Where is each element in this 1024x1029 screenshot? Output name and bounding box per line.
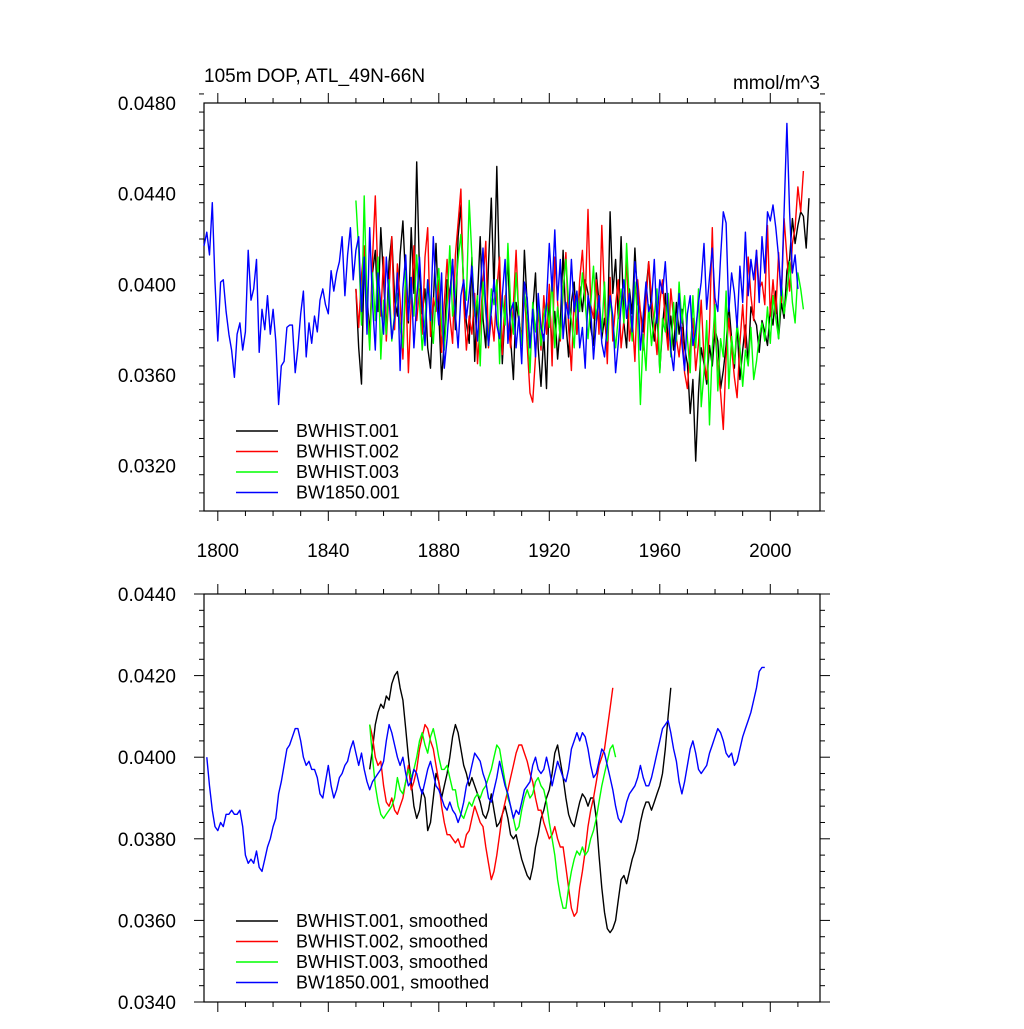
series-line-bw1850-001-smoothed (206, 666, 765, 873)
y-tick-label: 0.0360 (118, 911, 176, 932)
x-tick-label: 1840 (307, 541, 349, 562)
legend-label: BWHIST.001, smoothed (296, 911, 488, 931)
legend-label: BWHIST.003, smoothed (296, 952, 488, 972)
y-tick-label: 0.0440 (118, 185, 176, 206)
x-tick-label: 1800 (197, 541, 239, 562)
top-panel: 105m DOP, ATL_49N-66N mmol/m^3 1800 1840 1… (118, 66, 825, 562)
legend-label: BWHIST.001 (296, 421, 399, 441)
top-series-lines (203, 122, 810, 462)
series-line-bwhist-001-smoothed (369, 670, 672, 934)
y-tick-label: 0.0320 (118, 457, 176, 478)
x-tick-label: 2000 (749, 541, 791, 562)
top-chart-title: 105m DOP, ATL_49N-66N (204, 66, 425, 87)
plot-frame (203, 593, 821, 1003)
y-tick-label: 0.0360 (118, 366, 176, 387)
y-tick-label: 0.0380 (118, 830, 176, 851)
series-line-bwhist-003-smoothed (369, 724, 617, 909)
series-line-bw1850-001 (203, 122, 799, 406)
legend-label: BWHIST.002 (296, 442, 399, 462)
y-tick-label: 0.0420 (118, 667, 176, 688)
legend-label: BW1850.001 (296, 483, 400, 503)
legend-label: BWHIST.002, smoothed (296, 932, 488, 952)
y-tick-label: 0.0480 (118, 94, 176, 115)
series-line-bwhist-002 (355, 170, 805, 431)
x-tick-label: 1960 (639, 541, 681, 562)
x-tick-label: 1920 (528, 541, 570, 562)
series-line-bwhist-002-smoothed (369, 687, 614, 917)
y-tick-label: 0.0400 (118, 748, 176, 769)
legend-label: BWHIST.003 (296, 462, 399, 482)
y-tick-label: 0.0340 (118, 993, 176, 1014)
top-axes: 1800 1840 1880 1920 1960 2000 0.0320 0.0360 0.04… (118, 93, 825, 562)
bottom-axes: 0.0340 0.0360 0.0380 0.0400 0.0420 0.0440 (118, 584, 830, 1014)
top-chart-units: mmol/m^3 (733, 73, 820, 94)
bottom-series-lines (206, 666, 765, 934)
y-tick-label: 0.0440 (118, 585, 176, 606)
plot-frame (203, 102, 821, 512)
bottom-panel: 0.0340 0.0360 0.0380 0.0400 0.0420 0.0440 BWH… (118, 584, 830, 1014)
x-tick-label: 1880 (418, 541, 460, 562)
y-tick-label: 0.0400 (118, 275, 176, 296)
legend-label: BW1850.001, smoothed (296, 973, 489, 993)
